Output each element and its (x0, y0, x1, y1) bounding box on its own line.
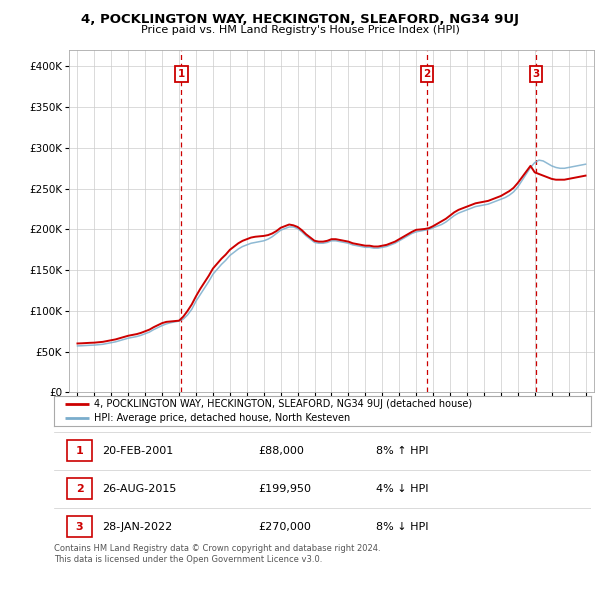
FancyBboxPatch shape (67, 478, 92, 499)
Text: 8% ↓ HPI: 8% ↓ HPI (376, 522, 428, 532)
Text: 8% ↑ HPI: 8% ↑ HPI (376, 446, 428, 456)
Text: 4, POCKLINGTON WAY, HECKINGTON, SLEAFORD, NG34 9UJ (detached house): 4, POCKLINGTON WAY, HECKINGTON, SLEAFORD… (94, 399, 472, 409)
Text: 3: 3 (76, 522, 83, 532)
Text: Contains HM Land Registry data © Crown copyright and database right 2024.: Contains HM Land Registry data © Crown c… (54, 545, 380, 553)
Text: £270,000: £270,000 (258, 522, 311, 532)
FancyBboxPatch shape (67, 516, 92, 537)
Text: £88,000: £88,000 (258, 446, 304, 456)
Text: 2: 2 (424, 69, 431, 79)
Text: 3: 3 (532, 69, 539, 79)
Text: 1: 1 (178, 69, 185, 79)
Text: 28-JAN-2022: 28-JAN-2022 (103, 522, 173, 532)
FancyBboxPatch shape (67, 440, 92, 461)
Text: 26-AUG-2015: 26-AUG-2015 (103, 484, 177, 494)
Text: 20-FEB-2001: 20-FEB-2001 (103, 446, 173, 456)
Text: £199,950: £199,950 (258, 484, 311, 494)
Text: HPI: Average price, detached house, North Kesteven: HPI: Average price, detached house, Nort… (94, 413, 350, 423)
Text: This data is licensed under the Open Government Licence v3.0.: This data is licensed under the Open Gov… (54, 555, 322, 564)
Text: Price paid vs. HM Land Registry's House Price Index (HPI): Price paid vs. HM Land Registry's House … (140, 25, 460, 35)
Text: 4% ↓ HPI: 4% ↓ HPI (376, 484, 428, 494)
Text: 4, POCKLINGTON WAY, HECKINGTON, SLEAFORD, NG34 9UJ: 4, POCKLINGTON WAY, HECKINGTON, SLEAFORD… (81, 13, 519, 26)
Text: 1: 1 (76, 446, 83, 456)
Text: 2: 2 (76, 484, 83, 494)
